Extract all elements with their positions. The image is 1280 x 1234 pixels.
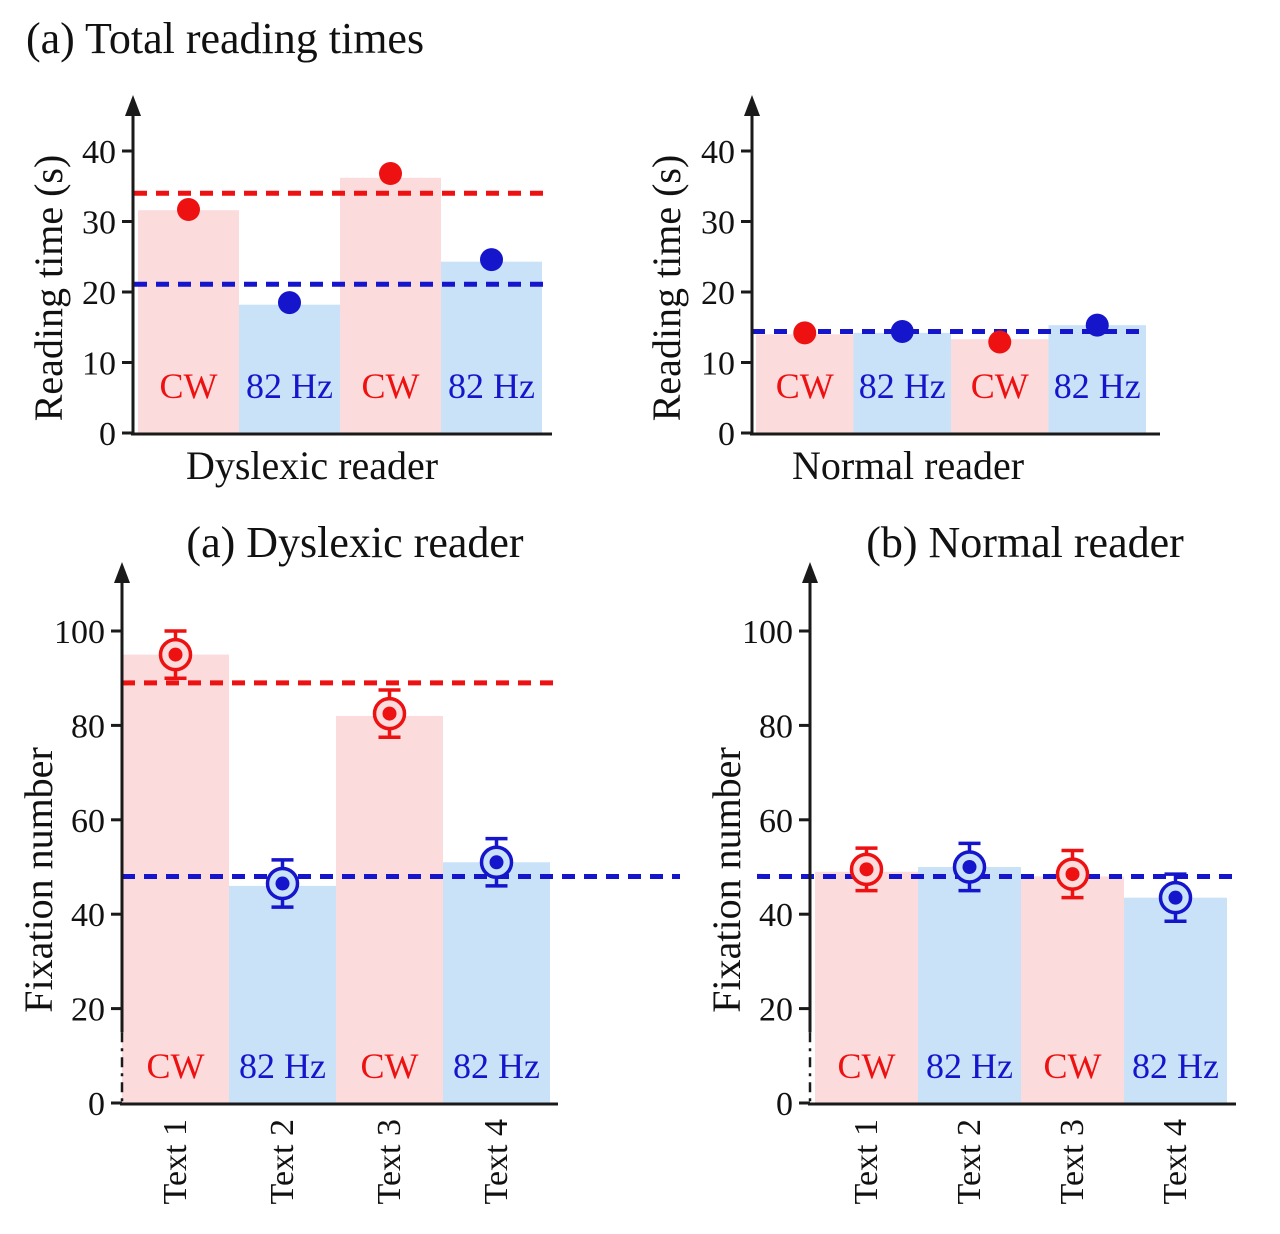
y-tick-label: 80 xyxy=(71,708,105,745)
bar-inline-label: CW xyxy=(838,1046,896,1086)
bar-inline-label: CW xyxy=(147,1046,205,1086)
y-tick-label: 0 xyxy=(776,1086,793,1123)
x-tick-label: Text 4 xyxy=(1157,1119,1194,1204)
x-tick-label: Text 1 xyxy=(157,1119,194,1204)
y-tick-label: 0 xyxy=(718,416,735,453)
bar-inline-label: 82 Hz xyxy=(1132,1046,1219,1086)
y-tick-label: 10 xyxy=(701,346,735,383)
y-axis-title: Reading time (s) xyxy=(644,155,689,422)
data-point-marker xyxy=(1085,313,1109,337)
y-tick-label: 20 xyxy=(82,275,116,312)
y-axis-title: Fixation number xyxy=(704,747,749,1013)
bar-inline-label: CW xyxy=(362,366,420,406)
y-axis-arrow xyxy=(744,95,760,116)
bar xyxy=(336,715,443,1103)
x-tick-label: Text 2 xyxy=(264,1119,301,1204)
bar xyxy=(1124,897,1227,1103)
bar xyxy=(138,210,239,433)
bar xyxy=(1048,325,1146,433)
chart-fixation-normal: CW 82 Hz CW 82 Hz 0 20 40 60 80 100 Fixation numbe… xyxy=(704,562,1240,1204)
bar xyxy=(443,862,550,1103)
bar-inline-label: 82 Hz xyxy=(926,1046,1013,1086)
data-point-marker xyxy=(890,319,914,343)
bar xyxy=(918,867,1021,1103)
bar xyxy=(815,871,918,1103)
bar xyxy=(951,339,1049,433)
x-tick-label: Text 4 xyxy=(478,1119,515,1204)
y-axis-arrow xyxy=(125,95,141,116)
chart-reading-time-dyslexic: CW 82 Hz CW 82 Hz 0 10 20 30 40 Reading time (s) D… xyxy=(26,95,552,488)
data-point-dot xyxy=(1168,890,1183,905)
y-tick-label: 10 xyxy=(82,346,116,383)
y-axis-title: Fixation number xyxy=(16,747,61,1013)
x-axis-group-label: Normal reader xyxy=(792,443,1024,488)
data-point-dot xyxy=(859,862,874,877)
data-point-dot xyxy=(962,860,977,874)
x-tick-label: Text 1 xyxy=(848,1119,885,1204)
bar-inline-label: 82 Hz xyxy=(453,1046,540,1086)
bar xyxy=(340,177,441,433)
chart-title-fixation-normal: (b) Normal reader xyxy=(866,518,1184,567)
y-tick-label: 0 xyxy=(88,1086,105,1123)
bar-inline-label: CW xyxy=(971,366,1029,406)
data-point-marker xyxy=(988,330,1012,354)
data-point-marker xyxy=(177,198,200,222)
chart-title-fixation-dyslexic: (a) Dyslexic reader xyxy=(186,518,524,567)
y-tick-label: 80 xyxy=(759,708,793,745)
x-tick-label: Text 2 xyxy=(951,1119,988,1204)
y-tick-label: 40 xyxy=(82,134,116,171)
y-tick-label: 20 xyxy=(71,992,105,1029)
y-axis-arrow xyxy=(802,562,818,583)
bar xyxy=(441,261,542,433)
figure-title: (a) Total reading times xyxy=(26,14,425,63)
bar-inline-label: CW xyxy=(776,366,834,406)
data-point-marker xyxy=(480,248,503,272)
y-tick-label: 60 xyxy=(71,803,105,840)
y-tick-label: 60 xyxy=(759,803,793,840)
bar xyxy=(239,304,340,433)
y-tick-label: 100 xyxy=(742,614,793,651)
y-tick-label: 20 xyxy=(759,992,793,1029)
bar-inline-label: 82 Hz xyxy=(239,1046,326,1086)
bar xyxy=(853,332,951,433)
data-point-dot xyxy=(275,876,290,891)
bar xyxy=(756,334,854,433)
chart-fixation-dyslexic: CW 82 Hz CW 82 Hz 0 20 40 60 80 100 Fixation numbe… xyxy=(16,562,680,1204)
data-point-marker xyxy=(379,162,402,186)
bar xyxy=(1021,876,1124,1103)
data-point-marker xyxy=(278,291,301,315)
bar-inline-label: 82 Hz xyxy=(859,366,946,406)
bar xyxy=(229,885,336,1103)
x-axis-group-label: Dyslexic reader xyxy=(186,443,438,488)
y-tick-label: 40 xyxy=(71,897,105,934)
bar-inline-label: CW xyxy=(1044,1046,1102,1086)
data-point-marker xyxy=(793,321,817,345)
y-axis-arrow xyxy=(114,562,130,583)
y-tick-label: 30 xyxy=(82,205,116,242)
y-tick-label: 100 xyxy=(54,614,105,651)
y-tick-label: 30 xyxy=(701,205,735,242)
data-point-dot xyxy=(489,855,504,870)
bar-inline-label: 82 Hz xyxy=(1054,366,1141,406)
data-point-dot xyxy=(168,647,183,662)
bar-inline-label: CW xyxy=(160,366,218,406)
x-tick-label: Text 3 xyxy=(1054,1119,1091,1204)
y-tick-label: 20 xyxy=(701,275,735,312)
data-point-dot xyxy=(382,706,397,721)
data-point-dot xyxy=(1065,867,1080,882)
y-axis-title: Reading time (s) xyxy=(26,155,71,422)
bar-inline-label: CW xyxy=(361,1046,419,1086)
y-tick-label: 40 xyxy=(759,897,793,934)
y-tick-label: 0 xyxy=(99,416,116,453)
y-tick-label: 40 xyxy=(701,134,735,171)
x-tick-label: Text 3 xyxy=(371,1119,408,1204)
bar-inline-label: 82 Hz xyxy=(448,366,535,406)
chart-reading-time-normal: CW 82 Hz CW 82 Hz 0 10 20 30 40 Reading time (s) N… xyxy=(644,95,1160,488)
bar-inline-label: 82 Hz xyxy=(246,366,333,406)
